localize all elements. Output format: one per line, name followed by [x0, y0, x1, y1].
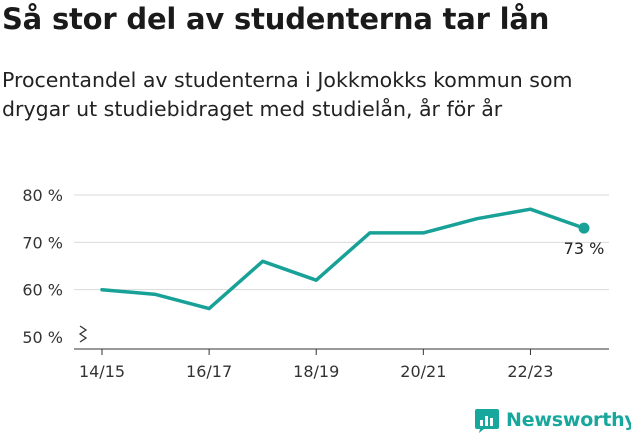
end-value-label: 73 %: [564, 239, 605, 258]
series-line: [100, 207, 586, 311]
x-tick-label: 18/19: [293, 362, 339, 381]
y-tick-label: 70 %: [22, 233, 63, 252]
gridlines: [74, 194, 609, 291]
y-tick-label: 80 %: [22, 186, 63, 205]
line-chart: 50 % 60 % 70 % 80 % 14/15 16/17 18/19 20/21 22/…: [22, 186, 609, 381]
axis-break-icon: [78, 325, 88, 343]
brand-logo: Newsworthy: [474, 407, 631, 433]
y-tick-label: 50 %: [22, 328, 63, 347]
x-tick-label: 16/17: [186, 362, 232, 381]
newsworthy-chart-icon: [475, 409, 499, 433]
chart-subtitle: Procentandel av studenterna i Jokkmokks …: [2, 68, 573, 121]
x-axis: 14/15 16/17 18/19 20/21 22/23: [74, 325, 609, 381]
x-tick-label: 20/21: [400, 362, 446, 381]
y-tick-label: 60 %: [22, 281, 63, 300]
brand-name: Newsworthy: [506, 409, 631, 431]
x-tick-label: 22/23: [507, 362, 553, 381]
y-axis-ticks: 50 % 60 % 70 % 80 %: [22, 186, 63, 347]
end-point-marker: [578, 222, 590, 234]
annotations: 73 %: [564, 239, 605, 258]
x-tick-label: 14/15: [79, 362, 125, 381]
series-group: [100, 207, 590, 311]
chart-title: Så stor del av studenterna tar lån: [2, 2, 550, 36]
